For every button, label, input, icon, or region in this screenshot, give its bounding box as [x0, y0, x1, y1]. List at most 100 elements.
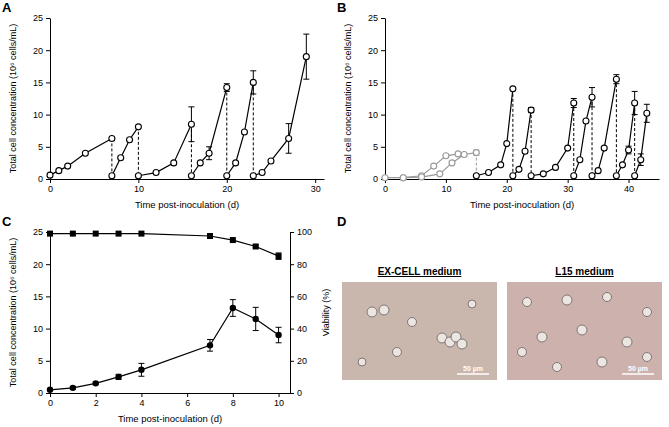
tick-mark [381, 18, 385, 19]
tick-label: 30 [563, 184, 573, 194]
tick-label: 25 [368, 13, 378, 23]
data-point [431, 163, 437, 169]
error-cap [188, 106, 194, 107]
data-point [632, 173, 638, 179]
error-bar [644, 104, 650, 122]
data-point [230, 305, 236, 311]
error-cap [638, 165, 644, 166]
data-point [250, 79, 256, 85]
cell-decoration [553, 363, 562, 372]
tick-mark [46, 329, 50, 330]
tick: 10 [274, 393, 284, 408]
series-line [574, 97, 592, 176]
series-line [513, 110, 531, 176]
tick-label: 6 [185, 398, 190, 408]
series-line [531, 103, 574, 176]
error-bar [253, 307, 259, 330]
series-line [50, 234, 279, 257]
tick-label: 5 [38, 142, 43, 152]
tick-label: 4 [139, 398, 144, 408]
panel: 02468100510152025020406080100Time post-i… [2, 214, 331, 424]
data-point [65, 163, 71, 169]
data-layer [47, 34, 309, 179]
tick-label: 10 [33, 324, 43, 334]
tick-mark [227, 179, 228, 183]
data-point [153, 170, 159, 176]
tick: 15 [33, 292, 50, 302]
tick: 10 [33, 324, 50, 334]
data-point [443, 153, 449, 159]
data-point [540, 171, 546, 177]
data-point [455, 151, 461, 157]
tick-mark [50, 393, 51, 397]
tick: 100 [290, 227, 312, 237]
cell-decoration [358, 358, 366, 366]
error-cap [207, 339, 213, 340]
data-point [207, 342, 213, 348]
tick-mark [46, 18, 50, 19]
tick: 5 [38, 142, 50, 152]
data-point [70, 385, 76, 391]
data-point [583, 118, 589, 124]
tick-label: 2 [94, 398, 99, 408]
data-point [47, 231, 53, 237]
cell-decoration [577, 325, 587, 335]
tick: 20 [290, 356, 307, 366]
data-point [188, 121, 194, 127]
data-point [93, 380, 99, 386]
error-bar [224, 84, 230, 92]
tick: 20 [33, 260, 50, 270]
error-bar [276, 253, 282, 259]
tick-label: 20 [368, 46, 378, 56]
data-point [109, 173, 115, 179]
data-point [595, 168, 601, 174]
tick-mark [46, 393, 50, 394]
tick-label: 20 [297, 356, 307, 366]
data-point [233, 160, 239, 166]
tick: 6 [185, 393, 190, 408]
tick: 20 [33, 46, 50, 56]
data-point [571, 100, 577, 106]
series-line [191, 88, 226, 176]
data-point [259, 170, 265, 176]
tick-mark [381, 50, 385, 51]
error-cap [230, 316, 236, 317]
data-point [250, 173, 256, 179]
tick-mark [96, 393, 97, 397]
data-point [626, 147, 632, 153]
data-point [138, 367, 144, 373]
tick-mark [46, 296, 50, 297]
error-cap [286, 123, 292, 124]
series-line [138, 124, 191, 176]
cell-decoration [562, 295, 572, 305]
data-point [589, 173, 595, 179]
data-point [197, 160, 203, 166]
data-point [206, 150, 212, 156]
tick-mark [46, 147, 50, 148]
axis-line [51, 179, 325, 180]
y2-axis: 020406080100 [290, 227, 312, 398]
tick: 0 [383, 179, 388, 194]
x-axis: 010203040 [383, 179, 660, 194]
data-point [400, 175, 406, 181]
axis-line [385, 19, 386, 180]
tick: 10 [441, 179, 451, 194]
error-cap [632, 91, 638, 92]
tick-label: 5 [38, 356, 43, 366]
scale-bar-label: 50 µm [463, 365, 483, 373]
error-cap [303, 79, 309, 80]
tick-label: 8 [231, 398, 236, 408]
image-area [507, 282, 662, 380]
tick: 15 [368, 78, 385, 88]
tick-label: 10 [33, 110, 43, 120]
cell-decoration [622, 337, 632, 347]
y-axis-title: Total cell concentration (10⁶ cells/mL) [8, 24, 18, 173]
tick: 10 [33, 110, 50, 120]
data-layer [47, 231, 282, 393]
error-bar [206, 147, 212, 160]
data-point [437, 171, 443, 177]
tick-mark [290, 361, 294, 362]
error-cap [230, 299, 236, 300]
x-axis: 0246810 [48, 393, 291, 408]
error-cap [571, 107, 577, 108]
